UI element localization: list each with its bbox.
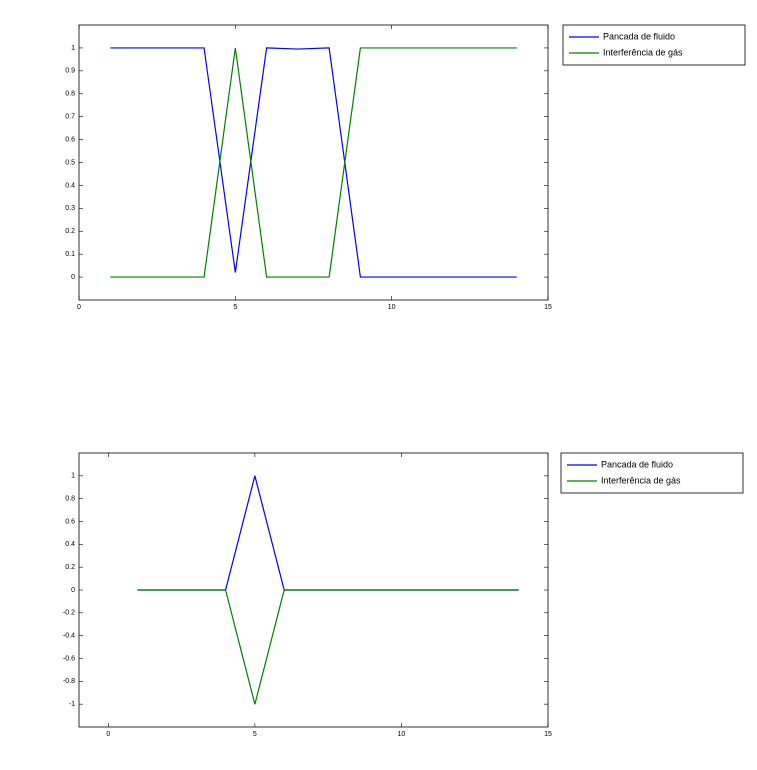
y-tick-label: 0.1 [65, 251, 75, 258]
y-tick-label: 0.8 [65, 496, 75, 503]
x-tick-label: 15 [544, 304, 552, 311]
x-tick-label: 0 [106, 731, 110, 738]
y-tick-label: -0.4 [63, 633, 75, 640]
y-tick-label: -0.6 [63, 655, 75, 662]
y-tick-label: 0.5 [65, 159, 75, 166]
legend-label: Pancada de fluido [601, 459, 673, 469]
legend-label: Interferência de gás [603, 47, 683, 57]
y-tick-label: 0.6 [65, 136, 75, 143]
y-tick-label: 1 [71, 45, 75, 52]
y-tick-label: 1 [71, 473, 75, 480]
legend-label: Pancada de fluido [603, 31, 675, 41]
y-tick-label: 0.2 [65, 228, 75, 235]
legend-label: Interferência de gás [601, 475, 681, 485]
x-tick-label: 5 [233, 304, 237, 311]
y-tick-label: 0 [71, 587, 75, 594]
y-tick-label: 0.2 [65, 564, 75, 571]
y-tick-label: 0.9 [65, 68, 75, 75]
data-line [137, 589, 519, 705]
y-tick-label: 0.3 [65, 205, 75, 212]
y-tick-label: 0.4 [65, 541, 75, 548]
y-tick-label: -0.8 [63, 678, 75, 685]
y-tick-label: 0 [71, 274, 75, 281]
y-tick-label: 0.4 [65, 182, 75, 189]
legend-box [562, 24, 746, 66]
data-line [110, 47, 517, 278]
x-tick-label: 0 [77, 304, 81, 311]
y-tick-label: 0.6 [65, 518, 75, 525]
y-tick-label: 0.8 [65, 91, 75, 98]
legend-box [560, 452, 744, 494]
x-tick-label: 15 [544, 731, 552, 738]
y-tick-label: 0.7 [65, 114, 75, 121]
y-tick-label: -0.2 [63, 610, 75, 617]
y-tick-label: -1 [69, 701, 75, 708]
x-tick-label: 10 [398, 731, 406, 738]
x-tick-label: 5 [253, 731, 257, 738]
x-tick-label: 10 [388, 304, 396, 311]
data-line [110, 47, 517, 278]
plot-area [78, 24, 549, 301]
